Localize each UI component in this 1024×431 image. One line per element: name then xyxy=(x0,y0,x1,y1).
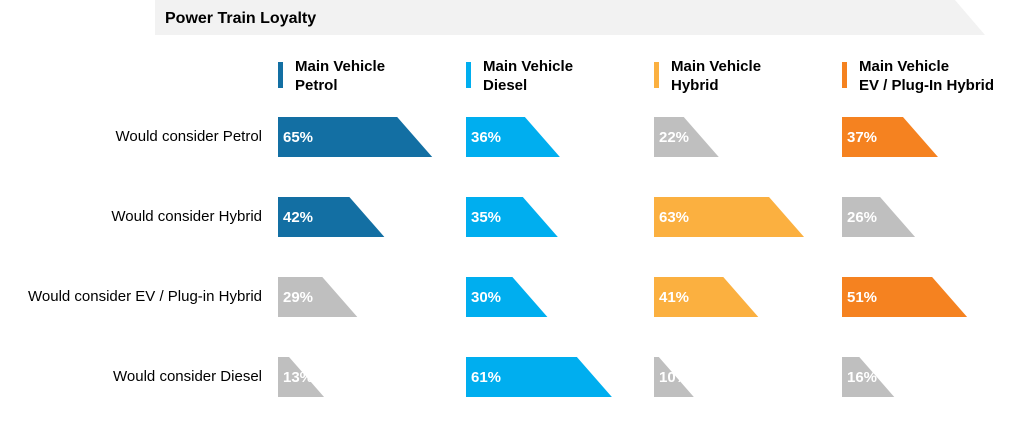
bar xyxy=(466,117,560,157)
bar xyxy=(278,357,325,397)
chart-title: Power Train Loyalty xyxy=(165,10,316,27)
value-label: 10% xyxy=(659,369,689,386)
value-label: 37% xyxy=(847,129,877,146)
bar xyxy=(654,197,805,237)
row-label: Would consider Diesel xyxy=(113,368,262,385)
value-label: 22% xyxy=(659,129,689,146)
value-label: 61% xyxy=(471,369,501,386)
series-header: Main Vehicle Diesel xyxy=(483,58,573,94)
bar xyxy=(278,197,385,237)
value-label: 41% xyxy=(659,289,689,306)
value-label: 29% xyxy=(283,289,313,306)
bar xyxy=(654,117,719,157)
title-banner xyxy=(155,0,985,35)
value-label: 16% xyxy=(847,369,877,386)
bar xyxy=(466,277,548,317)
series-header: Main Vehicle Hybrid xyxy=(671,58,761,94)
bar xyxy=(466,357,612,397)
bar xyxy=(654,277,759,317)
bar xyxy=(654,357,694,397)
row-label: Would consider EV / Plug-in Hybrid xyxy=(28,288,262,305)
legend-marker xyxy=(654,62,659,88)
row-label: Would consider Hybrid xyxy=(111,208,262,225)
series-header: Main Vehicle EV / Plug-In Hybrid xyxy=(859,58,994,94)
bar xyxy=(466,197,558,237)
row-label: Would consider Petrol xyxy=(116,128,262,145)
bar xyxy=(842,277,968,317)
value-label: 13% xyxy=(283,369,313,386)
bar xyxy=(842,357,895,397)
bar xyxy=(842,197,916,237)
legend-marker xyxy=(278,62,283,88)
value-label: 30% xyxy=(471,289,501,306)
legend-marker xyxy=(466,62,471,88)
series-header: Main Vehicle Petrol xyxy=(295,58,385,94)
bar xyxy=(278,277,358,317)
value-label: 35% xyxy=(471,209,501,226)
value-label: 36% xyxy=(471,129,501,146)
value-label: 26% xyxy=(847,209,877,226)
value-label: 65% xyxy=(283,129,313,146)
legend-marker xyxy=(842,62,847,88)
value-label: 51% xyxy=(847,289,877,306)
bar xyxy=(842,117,938,157)
bar xyxy=(278,117,433,157)
value-label: 42% xyxy=(283,209,313,226)
value-label: 63% xyxy=(659,209,689,226)
